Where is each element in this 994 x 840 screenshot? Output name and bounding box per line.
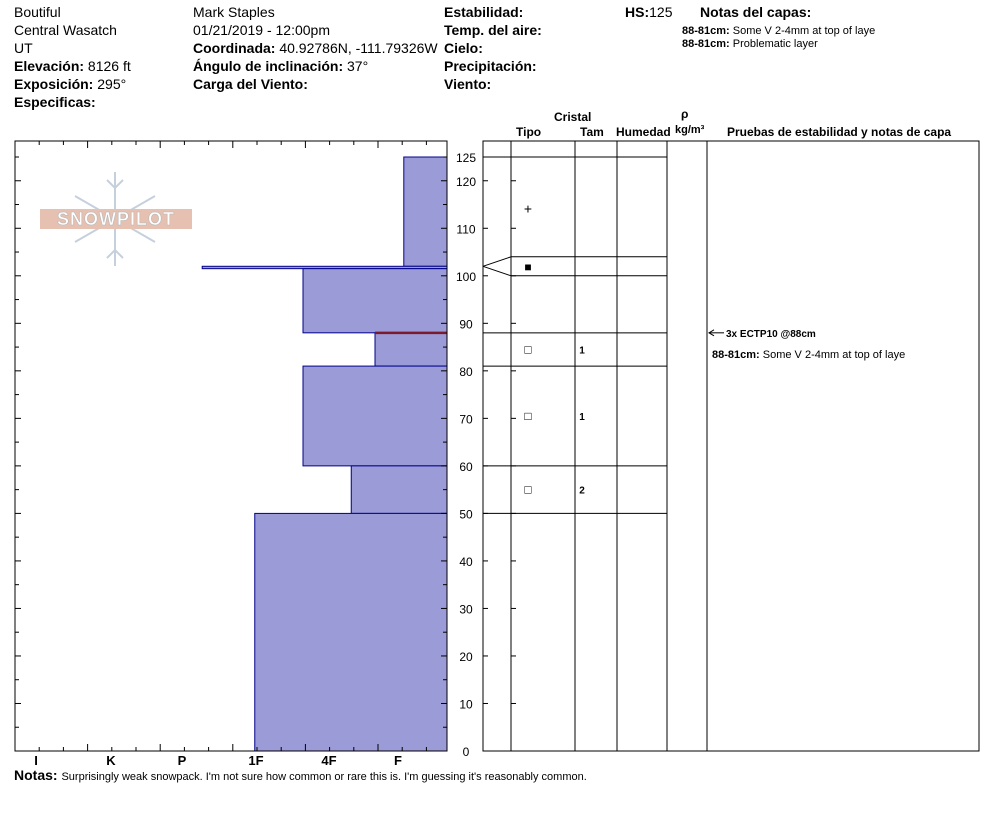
air-temp-label: Temp. del aire: — [444, 22, 542, 38]
mountain-range: Central Wasatch — [14, 22, 117, 38]
sky-label: Cielo: — [444, 40, 483, 56]
precip-label: Precipitación: — [444, 58, 537, 74]
depth-label: 80 — [459, 365, 473, 379]
depth-label: 50 — [459, 507, 473, 521]
wind-load-label: Carga del Viento: — [193, 76, 308, 92]
hardness-label: K — [106, 753, 116, 768]
elevation-value: 8126 ft — [87, 58, 131, 74]
hardness-label: F — [394, 753, 402, 768]
hardness-layer-6 — [350, 465, 448, 514]
grain-size: 1 — [579, 412, 585, 423]
logo-text: SNOWPILOT — [57, 209, 175, 229]
grain-type-symbol: □ — [524, 409, 531, 423]
depth-label: 0 — [463, 745, 470, 759]
crystal-header: Cristal — [554, 110, 592, 124]
layer-note-inline-text: Some V 2-4mm at top of laye — [763, 349, 905, 361]
stability-label: Estabilidad: — [444, 4, 524, 20]
depth-label: 100 — [456, 270, 476, 284]
hardness-label: P — [178, 753, 187, 768]
boundary-connector — [482, 265, 512, 277]
boundary-connector — [482, 256, 512, 267]
datetime: 01/21/2019 - 12:00pm — [193, 22, 330, 38]
depth-label: 120 — [456, 175, 476, 189]
observer: Mark Staples — [193, 4, 275, 20]
depth-label: 90 — [459, 317, 473, 331]
grain-type-symbol: + — [524, 200, 532, 216]
aspect: Exposición: 295° — [14, 76, 126, 92]
layer-note-1: 88-81cm: Some V 2-4mm at top of laye — [682, 25, 875, 38]
snow-height: HS:125 — [625, 4, 672, 20]
layer-note-1-range: 88-81cm: — [682, 25, 730, 37]
aspect-value: 295° — [97, 76, 127, 92]
depth-label: 40 — [459, 555, 473, 569]
hardness-label: I — [34, 753, 38, 768]
depth-label: 20 — [459, 650, 473, 664]
grain-size: 2 — [579, 486, 585, 497]
hardness-layer-1 — [403, 156, 448, 267]
elevation: Elevación: 8126 ft — [14, 58, 131, 74]
grain-type-symbol: □ — [524, 483, 531, 497]
hardness-plot-frame — [14, 140, 448, 752]
slope-angle: Ángulo de inclinación: 37° — [193, 58, 368, 74]
layer-note-2-text: Problematic layer — [732, 38, 818, 50]
snowpilot-logo: SNOWPILOT — [40, 172, 192, 266]
state: UT — [14, 40, 33, 56]
aspect-label: Exposición: — [14, 76, 94, 92]
slope-label: Ángulo de inclinación: — [193, 58, 344, 74]
depth-label: 60 — [459, 460, 473, 474]
depth-label: 110 — [456, 222, 475, 236]
depth-label: 70 — [459, 412, 473, 426]
elevation-label: Elevación: — [14, 58, 85, 74]
grain-type-symbol: ■ — [524, 260, 531, 274]
grain-type-symbol: □ — [524, 342, 531, 356]
hardness-label: 4F — [321, 753, 336, 768]
hardness-layer-3 — [302, 268, 448, 334]
hs-label: HS: — [625, 4, 650, 20]
wind-label: Viento: — [444, 76, 492, 92]
layer-note-2-range: 88-81cm: — [682, 38, 730, 50]
size-header: Tam — [580, 125, 604, 139]
notes: Notas: Surprisingly weak snowpack. I'm n… — [14, 767, 587, 784]
layer-table-frame — [482, 140, 980, 752]
rho-header: ρ — [681, 107, 689, 121]
notes-label: Notas: — [14, 767, 58, 783]
layer-note-inline: 88-81cm: Some V 2-4mm at top of laye — [712, 349, 905, 361]
tests-header: Pruebas de estabilidad y notas de capa — [727, 125, 952, 139]
depth-label: 30 — [459, 602, 473, 616]
depth-label: 10 — [459, 697, 473, 711]
stability-arrow-head — [708, 329, 715, 337]
layer-note-2: 88-81cm: Problematic layer — [682, 38, 818, 51]
hardness-layer-4 — [374, 332, 448, 367]
hs-value: 125 — [649, 4, 673, 20]
slope-value: 37° — [347, 58, 369, 74]
grain-size: 1 — [579, 345, 585, 356]
moisture-header: Humedad — [616, 125, 671, 139]
hardness-label: 1F — [248, 753, 263, 768]
depth-label: 125 — [456, 151, 476, 165]
density-unit-header: kg/m³ — [675, 124, 705, 136]
layer-note-1-text: Some V 2-4mm at top of laye — [732, 25, 876, 37]
hardness-layer-5 — [302, 365, 448, 467]
hardness-layer-7 — [254, 512, 448, 752]
coordinates: Coordinada: 40.92786N, -111.79326W — [193, 40, 438, 56]
coord-label: Coordinada: — [193, 40, 276, 56]
location: Boutiful — [14, 4, 61, 20]
notes-text: Surprisingly weak snowpack. I'm not sure… — [61, 771, 587, 783]
specifics-label: Especificas: — [14, 94, 96, 110]
layer-notes-title: Notas del capas: — [700, 4, 812, 20]
layer-note-inline-range: 88-81cm: — [712, 349, 763, 361]
coord-value: 40.92786N, -111.79326W — [279, 40, 438, 56]
logo-band — [40, 209, 192, 229]
stability-test-label: 3x ECTP10 @88cm — [726, 329, 816, 340]
type-header: Tipo — [516, 125, 542, 139]
